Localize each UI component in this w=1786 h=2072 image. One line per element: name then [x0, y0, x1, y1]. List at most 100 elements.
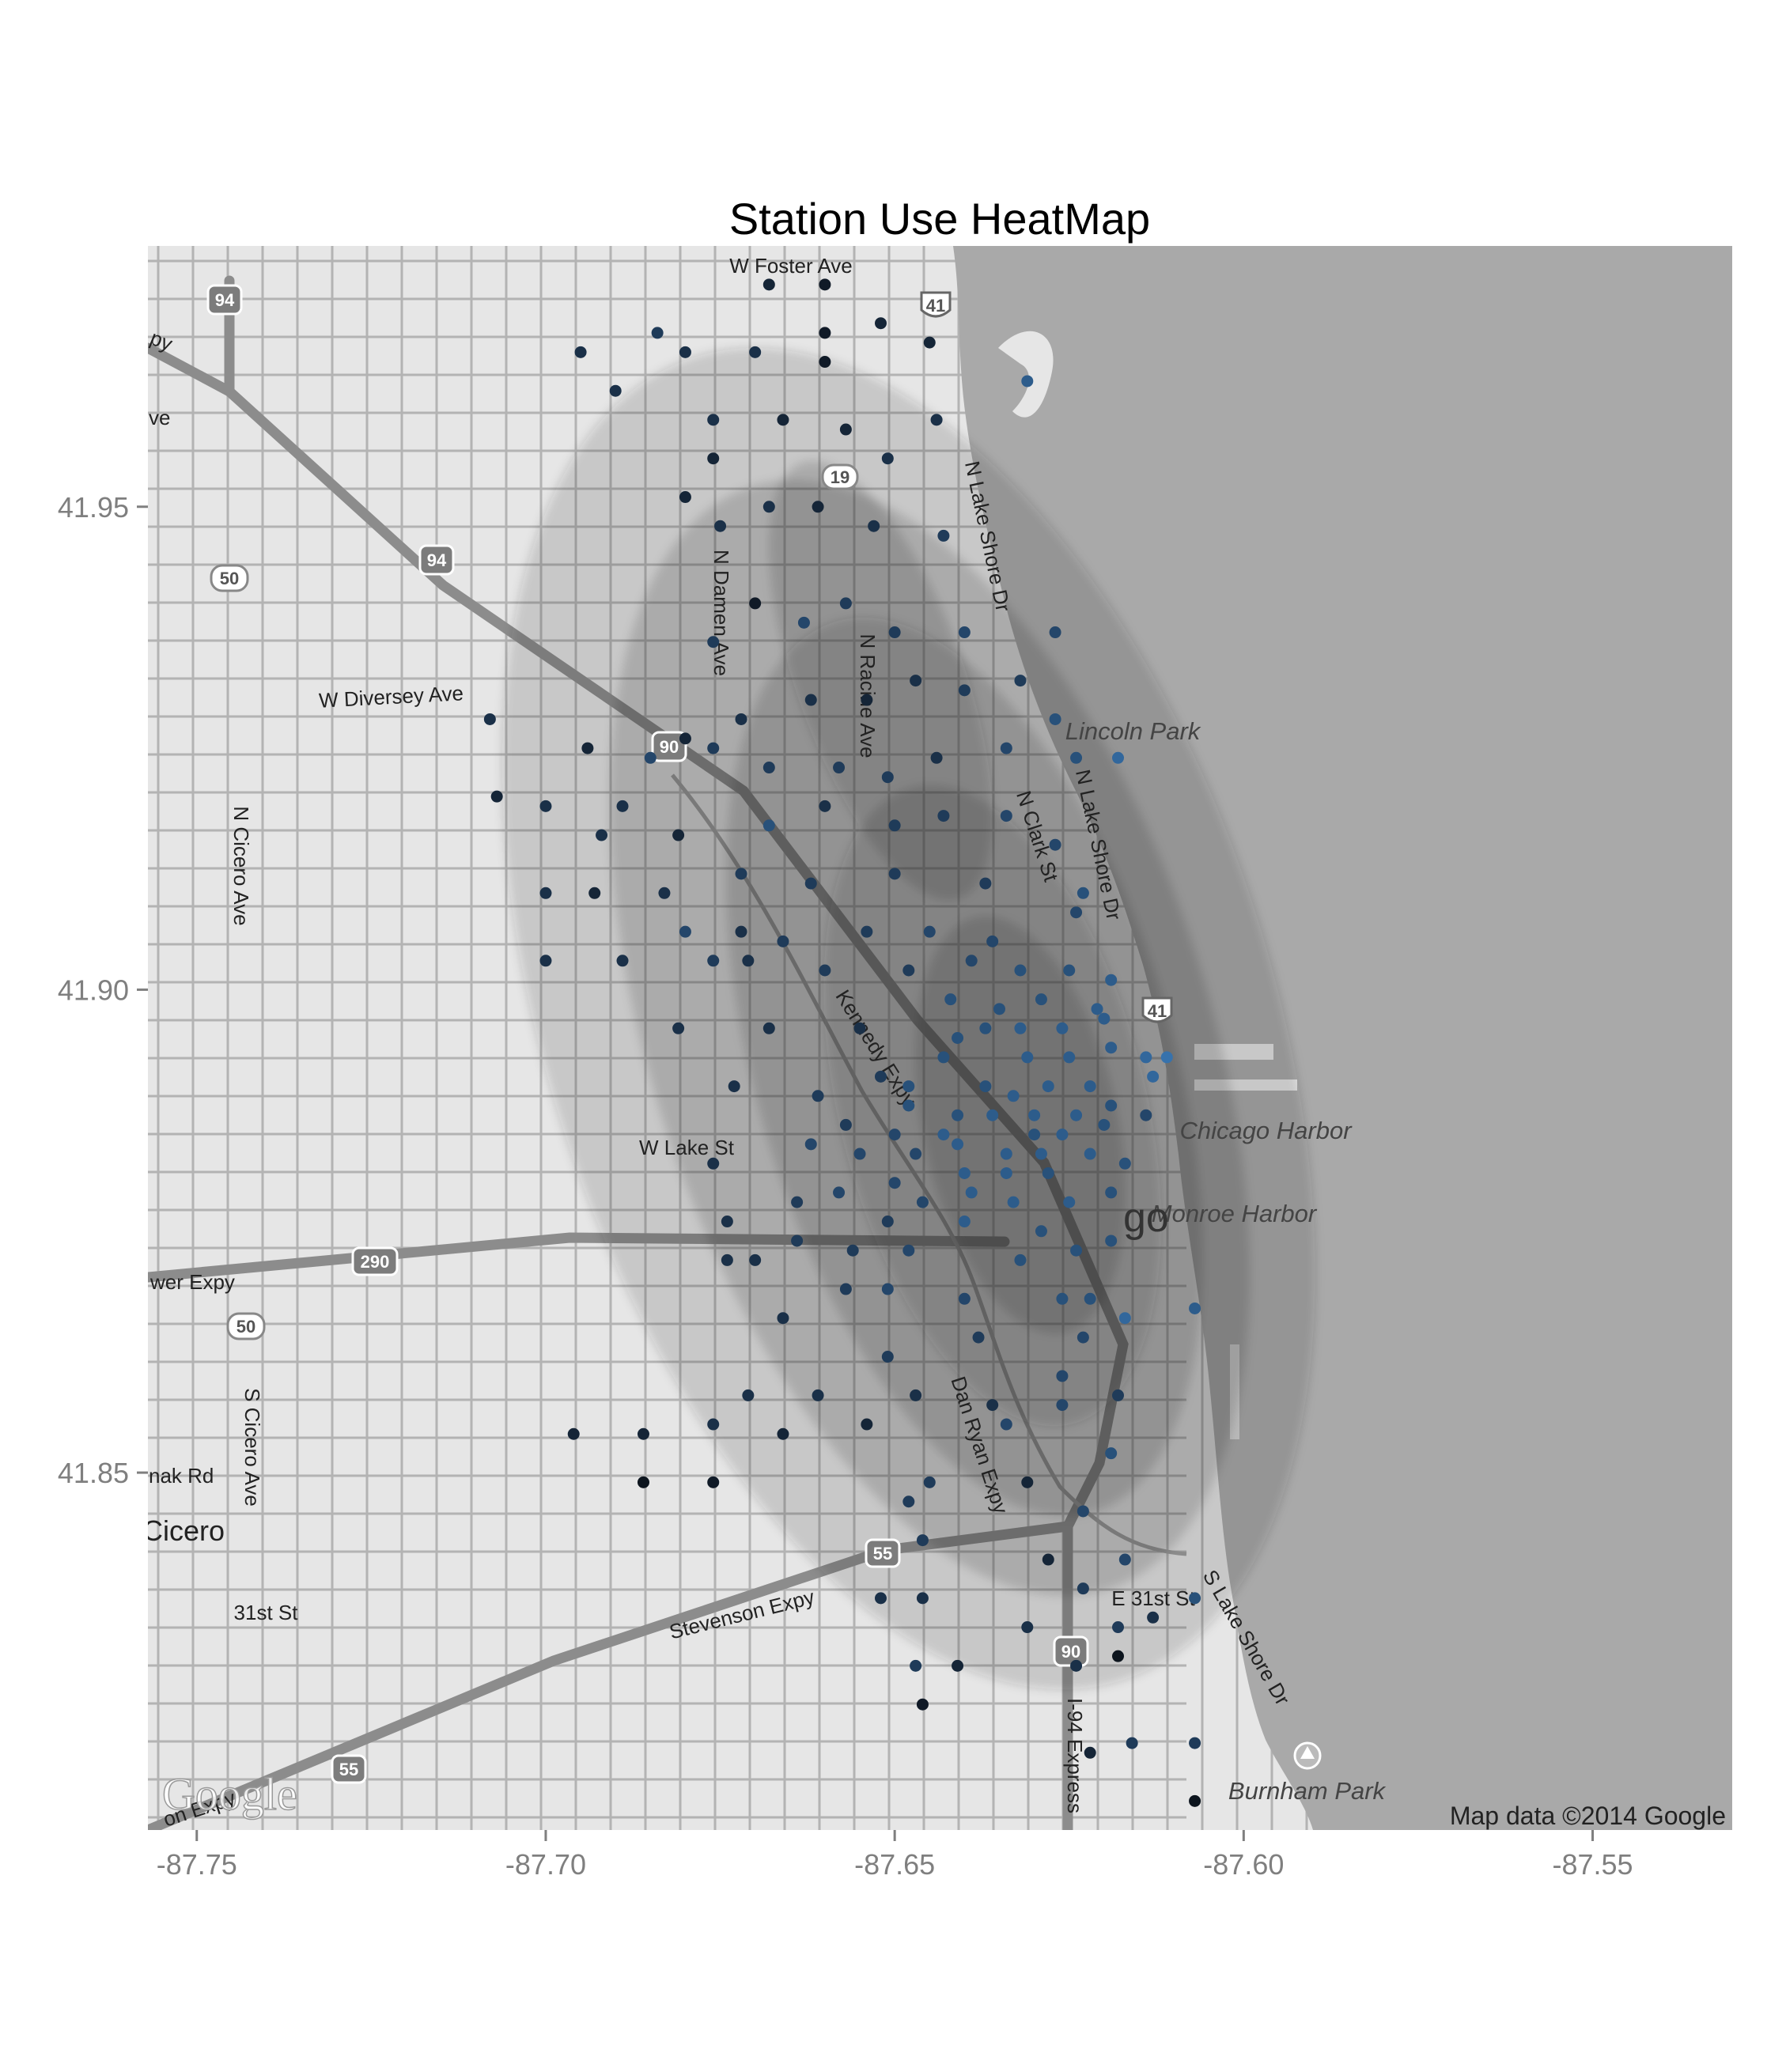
station-point[interactable]: [861, 694, 873, 706]
station-point[interactable]: [707, 452, 720, 465]
station-point[interactable]: [952, 1659, 964, 1672]
station-point[interactable]: [923, 1476, 936, 1488]
station-point[interactable]: [707, 1476, 720, 1488]
station-point[interactable]: [1189, 1737, 1201, 1749]
station-point[interactable]: [1147, 1070, 1160, 1083]
station-point[interactable]: [902, 1099, 915, 1112]
station-point[interactable]: [965, 955, 978, 967]
station-point[interactable]: [881, 1283, 894, 1295]
station-point[interactable]: [1049, 838, 1061, 851]
station-point[interactable]: [902, 1080, 915, 1093]
station-point[interactable]: [735, 713, 747, 725]
station-point[interactable]: [707, 955, 720, 967]
station-point[interactable]: [881, 771, 894, 784]
station-point[interactable]: [762, 1022, 775, 1034]
station-point[interactable]: [910, 675, 922, 687]
station-point[interactable]: [637, 1427, 649, 1440]
station-point[interactable]: [952, 1032, 964, 1044]
station-point[interactable]: [1112, 751, 1125, 764]
station-point[interactable]: [1084, 1746, 1096, 1759]
station-point[interactable]: [1112, 1621, 1125, 1634]
station-point[interactable]: [1056, 1022, 1069, 1034]
station-point[interactable]: [833, 1186, 846, 1199]
station-point[interactable]: [1035, 1148, 1047, 1160]
station-point[interactable]: [596, 829, 608, 841]
station-point[interactable]: [868, 520, 880, 532]
station-point[interactable]: [1189, 1302, 1201, 1314]
station-point[interactable]: [881, 1216, 894, 1228]
station-point[interactable]: [923, 336, 936, 349]
station-point[interactable]: [1063, 964, 1076, 977]
station-point[interactable]: [958, 626, 971, 639]
station-point[interactable]: [853, 1148, 866, 1160]
station-point[interactable]: [937, 810, 950, 822]
station-point[interactable]: [1000, 1166, 1012, 1179]
station-point[interactable]: [874, 1070, 887, 1083]
station-point[interactable]: [679, 346, 691, 358]
station-point[interactable]: [749, 1253, 762, 1266]
station-point[interactable]: [658, 887, 671, 899]
station-point[interactable]: [965, 1186, 978, 1199]
station-point[interactable]: [819, 327, 831, 339]
station-point[interactable]: [1070, 1109, 1083, 1121]
station-point[interactable]: [1035, 993, 1047, 1006]
station-point[interactable]: [979, 1022, 992, 1034]
station-point[interactable]: [888, 868, 901, 880]
station-point[interactable]: [1042, 1166, 1054, 1179]
station-point[interactable]: [937, 529, 950, 542]
station-point[interactable]: [1091, 1003, 1103, 1015]
station-point[interactable]: [644, 751, 657, 764]
station-point[interactable]: [707, 636, 720, 648]
station-point[interactable]: [958, 1166, 971, 1179]
station-point[interactable]: [762, 278, 775, 291]
station-point[interactable]: [1056, 1399, 1069, 1412]
station-point[interactable]: [742, 955, 755, 967]
station-point[interactable]: [1028, 1109, 1041, 1121]
station-point[interactable]: [930, 414, 943, 426]
station-point[interactable]: [986, 1109, 999, 1121]
station-point[interactable]: [777, 935, 789, 947]
station-point[interactable]: [1007, 1196, 1020, 1208]
station-point[interactable]: [707, 414, 720, 426]
station-point[interactable]: [1189, 1592, 1201, 1605]
station-point[interactable]: [1084, 1080, 1096, 1093]
station-point[interactable]: [721, 1253, 733, 1266]
station-point[interactable]: [910, 1389, 922, 1401]
station-point[interactable]: [839, 597, 852, 610]
station-point[interactable]: [1098, 1012, 1111, 1025]
station-point[interactable]: [1160, 1051, 1173, 1064]
station-point[interactable]: [581, 742, 594, 754]
station-point[interactable]: [749, 346, 762, 358]
station-point[interactable]: [1147, 1611, 1160, 1624]
station-point[interactable]: [1070, 1244, 1083, 1257]
station-point[interactable]: [679, 732, 691, 745]
station-point[interactable]: [874, 317, 887, 330]
station-point[interactable]: [735, 925, 747, 938]
station-point[interactable]: [637, 1476, 649, 1488]
station-point[interactable]: [1105, 1042, 1118, 1054]
station-point[interactable]: [1189, 1794, 1201, 1807]
station-point[interactable]: [672, 1022, 685, 1034]
station-point[interactable]: [1042, 1080, 1054, 1093]
station-point[interactable]: [874, 1592, 887, 1605]
station-point[interactable]: [833, 762, 846, 774]
station-point[interactable]: [679, 491, 691, 504]
station-point[interactable]: [952, 1109, 964, 1121]
station-point[interactable]: [714, 520, 727, 532]
station-point[interactable]: [742, 1389, 755, 1401]
station-point[interactable]: [910, 1659, 922, 1672]
station-point[interactable]: [651, 327, 664, 339]
station-point[interactable]: [1014, 964, 1027, 977]
station-point[interactable]: [804, 1138, 817, 1151]
station-point[interactable]: [616, 800, 629, 812]
station-point[interactable]: [944, 993, 957, 1006]
station-point[interactable]: [839, 423, 852, 436]
station-point[interactable]: [993, 1003, 1006, 1015]
station-point[interactable]: [812, 1389, 824, 1401]
station-point[interactable]: [846, 1244, 859, 1257]
station-point[interactable]: [916, 1698, 929, 1711]
station-point[interactable]: [861, 1418, 873, 1431]
station-point[interactable]: [986, 1399, 999, 1412]
station-point[interactable]: [1007, 1090, 1020, 1102]
station-point[interactable]: [1070, 906, 1083, 919]
